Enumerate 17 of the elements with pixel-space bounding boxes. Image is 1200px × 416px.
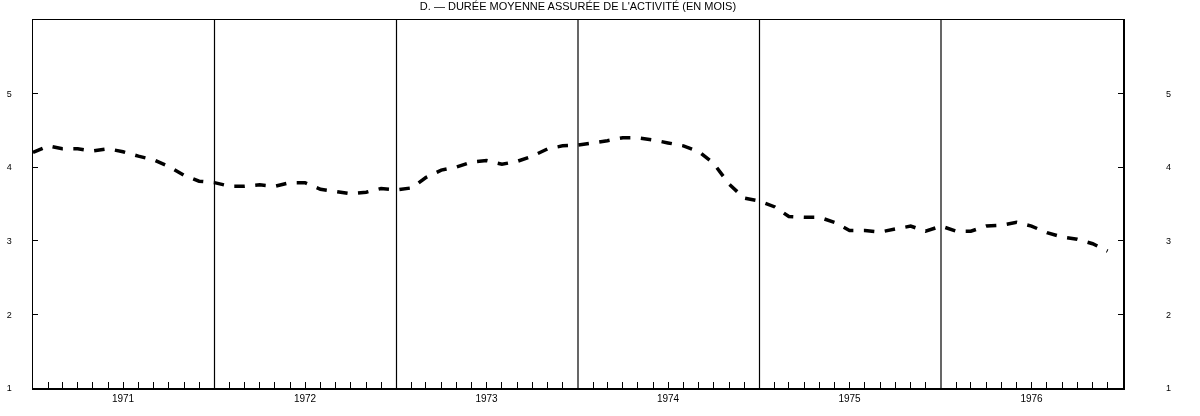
y-tick-label: 2 xyxy=(6,309,12,320)
y-tick-label: 1 xyxy=(6,383,12,394)
y2-tick-label: 5 xyxy=(1166,88,1172,99)
y2-tick-label: 2 xyxy=(1166,309,1172,320)
x-tick-label: 1975 xyxy=(838,392,862,404)
y2-tick-label: 1 xyxy=(1166,383,1172,394)
y-tick-label: 3 xyxy=(6,235,12,246)
y2-tick-label: 3 xyxy=(1166,235,1172,246)
x-tick-label: 1971 xyxy=(111,392,135,404)
y-tick-label: 4 xyxy=(6,162,12,173)
x-tick-label: 1974 xyxy=(656,392,680,404)
y-tick-label: 5 xyxy=(6,88,12,99)
chart-title: D. — DURÉE MOYENNE ASSURÉE DE L'ACTIVITÉ (EN MOIS) xyxy=(419,0,737,12)
y2-tick-label: 4 xyxy=(1166,162,1172,173)
x-tick-label: 1973 xyxy=(475,392,499,404)
x-tick-label: 1976 xyxy=(1020,392,1044,404)
x-tick-label: 1972 xyxy=(293,392,317,404)
